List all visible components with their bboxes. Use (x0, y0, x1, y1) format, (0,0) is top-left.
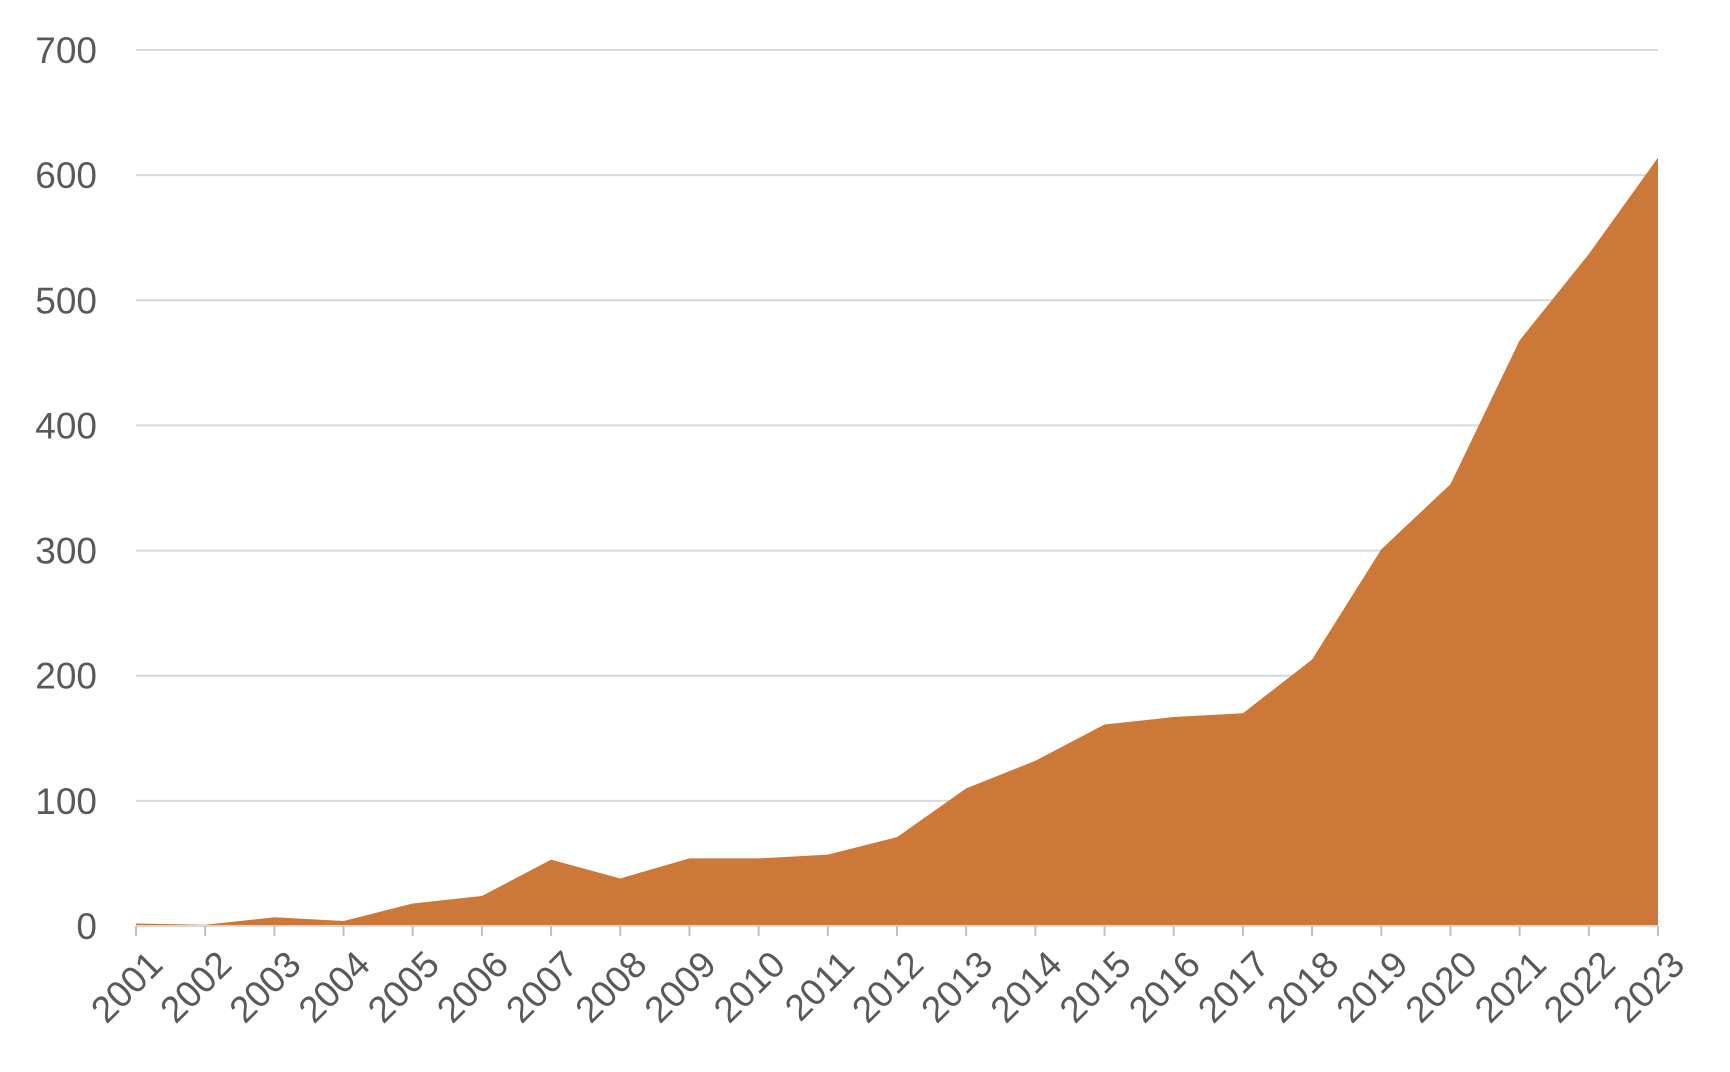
x-tick-label-2014: 2014 (982, 943, 1069, 1030)
x-tick-label-2016: 2016 (1121, 943, 1208, 1030)
area-series-0 (136, 157, 1658, 926)
x-tick-label-2013: 2013 (913, 943, 1000, 1030)
y-tick-label-200: 200 (35, 656, 97, 697)
x-tick-label-2010: 2010 (706, 943, 793, 1030)
x-tick-label-2001: 2001 (83, 943, 170, 1030)
y-tick-label-500: 500 (35, 280, 97, 321)
x-axis-tick-labels: 2001200220032004200520062007200820092010… (83, 943, 1692, 1030)
y-tick-label-600: 600 (35, 155, 97, 196)
x-tick-label-2015: 2015 (1052, 943, 1139, 1030)
x-tick-label-2018: 2018 (1259, 943, 1346, 1030)
y-tick-label-0: 0 (76, 906, 97, 947)
x-tick-label-2022: 2022 (1536, 943, 1623, 1030)
x-tick-label-2011: 2011 (777, 943, 862, 1028)
x-axis (135, 925, 1659, 936)
x-tick-label-2021: 2021 (1467, 943, 1554, 1030)
x-tick-label-2019: 2019 (1328, 943, 1415, 1030)
x-tick-label-2004: 2004 (291, 943, 378, 1030)
x-tick-label-2023: 2023 (1605, 943, 1692, 1030)
y-tick-label-700: 700 (35, 30, 97, 71)
series-layer (136, 157, 1658, 926)
x-tick-label-2007: 2007 (498, 943, 585, 1030)
x-tick-label-2020: 2020 (1398, 943, 1485, 1030)
y-axis-tick-labels: 0 100 200 300 400 500 600 700 (35, 30, 97, 947)
x-tick-label-2006: 2006 (429, 943, 516, 1030)
x-tick-label-2009: 2009 (637, 943, 724, 1030)
y-tick-label-300: 300 (35, 531, 97, 572)
gridlines (136, 49, 1658, 802)
x-tick-label-2005: 2005 (360, 943, 447, 1030)
x-tick-label-2003: 2003 (221, 943, 308, 1030)
x-tick-label-2002: 2002 (152, 943, 239, 1030)
y-tick-label-400: 400 (35, 405, 97, 446)
x-tick-label-2017: 2017 (1190, 943, 1277, 1030)
y-tick-label-100: 100 (35, 781, 97, 822)
x-tick-label-2008: 2008 (567, 943, 654, 1030)
x-tick-label-2012: 2012 (844, 943, 931, 1030)
